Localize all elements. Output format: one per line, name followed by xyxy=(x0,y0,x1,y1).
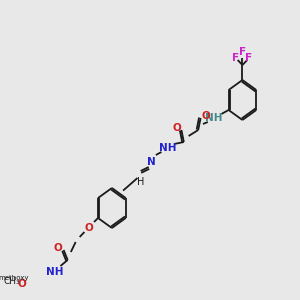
Text: NH: NH xyxy=(46,267,64,277)
Text: F: F xyxy=(245,53,252,63)
Text: F: F xyxy=(232,53,240,63)
Text: O: O xyxy=(201,111,210,121)
Text: O: O xyxy=(172,123,181,133)
Text: F: F xyxy=(239,47,246,57)
Text: N: N xyxy=(148,157,156,167)
Text: O: O xyxy=(54,243,62,253)
Text: O: O xyxy=(84,223,93,233)
Text: methoxy: methoxy xyxy=(0,275,29,281)
Text: CH₃: CH₃ xyxy=(4,278,20,286)
Text: NH: NH xyxy=(206,113,223,123)
Text: NH: NH xyxy=(159,143,177,153)
Text: H: H xyxy=(137,177,144,187)
Text: O: O xyxy=(17,279,26,289)
